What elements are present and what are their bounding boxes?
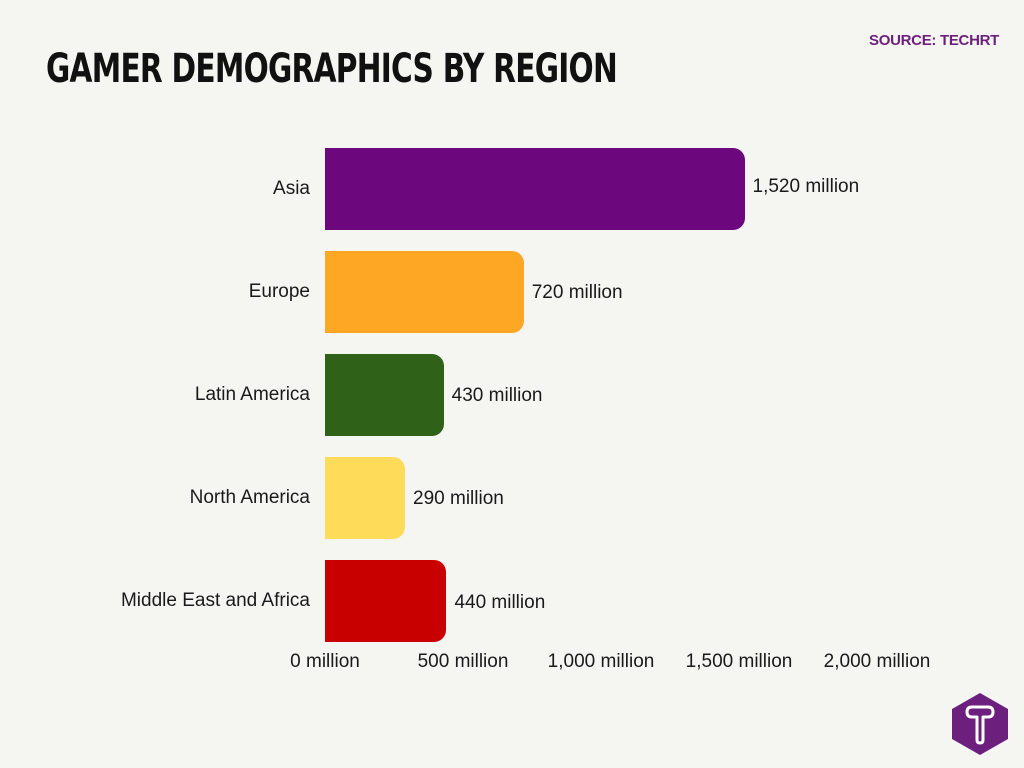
category-label: Middle East and Africa bbox=[120, 590, 310, 611]
x-axis-tick-label: 1,000 million bbox=[547, 651, 655, 672]
category-label: North America bbox=[189, 487, 310, 508]
bar-row: Latin America 430 million bbox=[0, 354, 1024, 436]
value-label: 1,520 million bbox=[752, 176, 860, 197]
value-label: 430 million bbox=[451, 385, 543, 406]
bar bbox=[325, 560, 447, 642]
value-label: 440 million bbox=[454, 592, 546, 613]
chart-title: GAMER DEMOGRAPHICS BY REGION bbox=[46, 46, 618, 92]
category-label: Latin America bbox=[194, 384, 310, 405]
techrt-logo-icon bbox=[952, 693, 1008, 755]
bar bbox=[325, 148, 745, 230]
value-label: 720 million bbox=[531, 282, 623, 303]
value-label: 290 million bbox=[413, 488, 504, 509]
x-axis-tick-label: 1,500 million bbox=[685, 651, 793, 672]
bar-row: Asia 1,520 million bbox=[0, 148, 1024, 230]
source-label: SOURCE: TECHRT bbox=[869, 32, 999, 49]
bar-row: Middle East and Africa 440 million bbox=[0, 560, 1024, 642]
x-axis-tick-label: 2,000 million bbox=[823, 651, 931, 672]
bar bbox=[325, 457, 406, 539]
bar-row: North America 290 million bbox=[0, 457, 1024, 539]
bar bbox=[325, 251, 524, 333]
bar bbox=[325, 354, 444, 436]
x-axis-tick-label: 0 million bbox=[290, 651, 360, 672]
category-label: Asia bbox=[273, 178, 310, 199]
category-label: Europe bbox=[248, 281, 310, 302]
x-axis-tick-label: 500 million bbox=[417, 651, 509, 672]
bar-row: Europe 720 million bbox=[0, 251, 1024, 333]
